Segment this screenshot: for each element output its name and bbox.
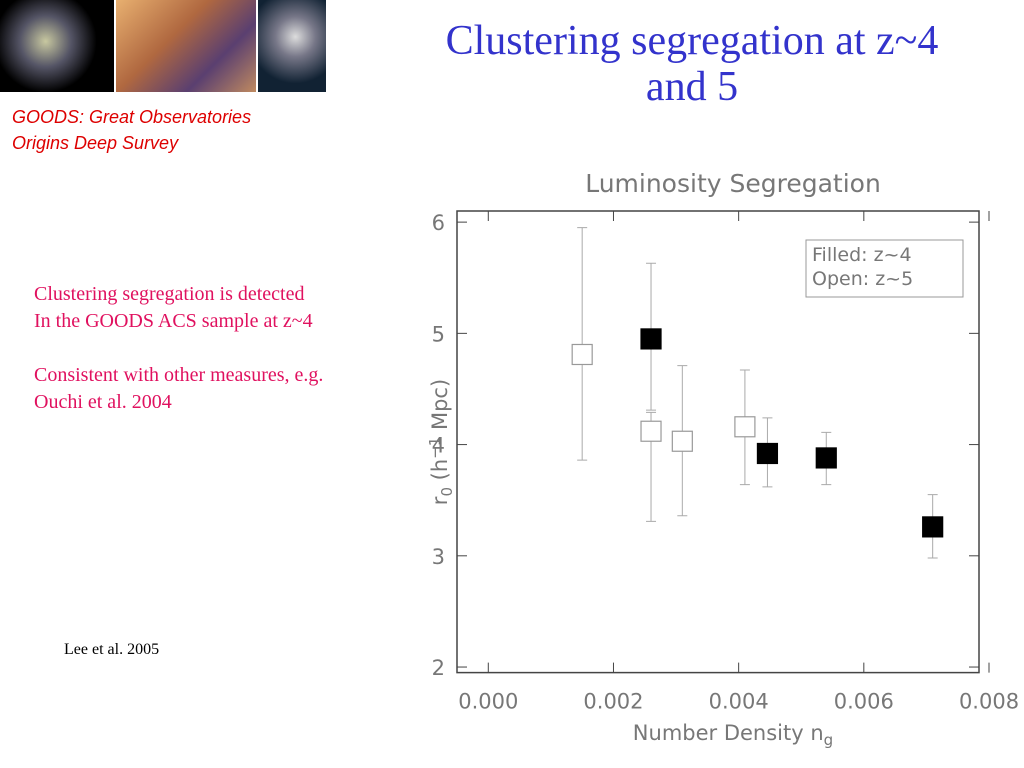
- title-line: and 5: [645, 64, 739, 110]
- line: Clustering segregation is detected: [34, 283, 305, 305]
- paragraph: Clustering segregation is detected In the…: [34, 281, 323, 335]
- body-text: Clustering segregation is detected In the…: [34, 281, 323, 443]
- y-tick-label: 4: [432, 434, 445, 458]
- caption-line: GOODS: Great Observatories: [12, 107, 252, 127]
- data-point: [734, 416, 756, 438]
- data-point: [756, 442, 779, 465]
- y-axis-label: r0 (h−1 Mpc): [426, 379, 456, 505]
- y-tick-label: 5: [432, 322, 445, 346]
- x-tick-label: 0.008: [959, 690, 1019, 714]
- data-point: [571, 343, 593, 366]
- data-point: [640, 420, 662, 442]
- x-tick-label: 0.004: [709, 690, 769, 714]
- data-point: [640, 328, 662, 350]
- satellite-image: [0, 0, 114, 92]
- logo-caption: GOODS: Great Observatories Origins Deep …: [12, 104, 251, 156]
- label-sup: −1: [426, 437, 444, 459]
- data-point: [922, 516, 944, 538]
- legend-entry: Filled: z~4: [812, 244, 912, 266]
- line: Consistent with other measures, e.g.: [34, 364, 324, 386]
- legend-entry: Open: z~5: [812, 268, 913, 290]
- label-part: r: [428, 496, 452, 505]
- paragraph: Consistent with other measures, e.g. Ouch…: [34, 362, 323, 416]
- y-tick-label: 2: [432, 656, 445, 680]
- line: In the GOODS ACS sample at z~4: [34, 310, 313, 332]
- caption-line: Origins Deep Survey: [12, 133, 179, 153]
- data-point: [671, 430, 693, 452]
- legend-box: [805, 239, 964, 298]
- slide-title: Clustering segregation at z~4 and 5: [360, 18, 1024, 110]
- satellite-image: [116, 0, 256, 92]
- citation: Lee et al. 2005: [64, 641, 160, 658]
- satellite-image: [258, 0, 326, 92]
- x-tick-label: 0.000: [458, 690, 518, 714]
- x-tick-label: 0.002: [583, 690, 643, 714]
- label-part: Mpc): [428, 379, 452, 437]
- label-part: Number Density n: [633, 721, 824, 745]
- x-axis-label: Number Density ng: [633, 721, 833, 749]
- y-tick-label: 6: [432, 211, 445, 235]
- line: Ouchi et al. 2004: [34, 391, 172, 413]
- data-point: [815, 447, 837, 469]
- title-line: Clustering segregation at z~4: [445, 18, 939, 64]
- y-tick-label: 3: [432, 545, 445, 569]
- plot-frame: [456, 210, 980, 674]
- label-sub: 0: [438, 487, 456, 497]
- label-sub: g: [824, 731, 834, 749]
- chart-title: Luminosity Segregation: [585, 169, 881, 198]
- x-tick-label: 0.006: [834, 690, 894, 714]
- label-part: (h: [428, 459, 452, 487]
